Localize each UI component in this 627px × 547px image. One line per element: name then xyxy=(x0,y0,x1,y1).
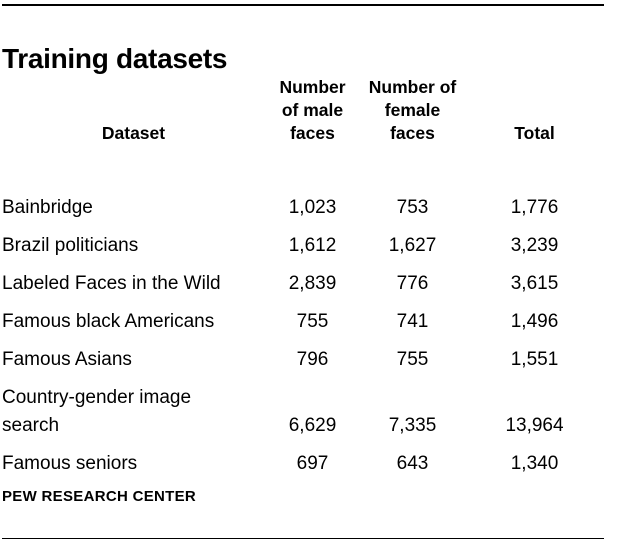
header-row: Dataset Number of male faces Number of f… xyxy=(2,76,604,189)
column-header-female-faces: Number of female faces xyxy=(368,77,457,143)
column-header-male-faces: Number of male faces xyxy=(279,77,346,143)
total-cell: 1,496 xyxy=(510,311,559,332)
female-faces-cell: 776 xyxy=(396,273,429,294)
table-row: Bainbridge 1,023 753 1,776 xyxy=(2,189,604,227)
dataset-name-cell: Bainbridge xyxy=(2,197,93,218)
total-cell: 1,340 xyxy=(510,453,559,474)
dataset-name-cell: Famous black Americans xyxy=(2,311,215,332)
bottom-rule xyxy=(2,538,604,539)
male-faces-cell: 755 xyxy=(296,311,329,332)
total-cell: 1,776 xyxy=(510,197,559,218)
total-cell: 3,239 xyxy=(510,235,559,256)
female-faces-cell: 1,627 xyxy=(388,235,437,256)
table-row: Famous Asians 796 755 1,551 xyxy=(2,341,604,379)
table-row: Famous black Americans 755 741 1,496 xyxy=(2,303,604,341)
column-header-total: Total xyxy=(514,123,555,143)
table-row: Famous seniors 697 643 1,340 xyxy=(2,445,604,483)
total-cell: 13,964 xyxy=(505,415,564,436)
table-row: Country-gender image search 6,629 7,335 … xyxy=(2,379,604,445)
dataset-name-cell: Country-gender image search xyxy=(2,387,192,436)
male-faces-cell: 796 xyxy=(296,349,329,370)
male-faces-cell: 2,839 xyxy=(288,273,337,294)
table-header: Dataset Number of male faces Number of f… xyxy=(2,76,604,189)
table-body: Bainbridge 1,023 753 1,776 Brazil politi… xyxy=(2,189,604,483)
male-faces-cell: 1,023 xyxy=(288,197,337,218)
total-cell: 3,615 xyxy=(510,273,559,294)
training-datasets-table: Dataset Number of male faces Number of f… xyxy=(2,76,604,483)
table-row: Labeled Faces in the Wild 2,839 776 3,61… xyxy=(2,265,604,303)
total-cell: 1,551 xyxy=(510,349,559,370)
female-faces-cell: 741 xyxy=(396,311,429,332)
top-rule xyxy=(2,4,604,6)
female-faces-cell: 643 xyxy=(396,453,429,474)
dataset-name-cell: Famous Asians xyxy=(2,349,132,370)
female-faces-cell: 753 xyxy=(396,197,429,218)
female-faces-cell: 7,335 xyxy=(388,415,437,436)
male-faces-cell: 6,629 xyxy=(288,415,337,436)
male-faces-cell: 1,612 xyxy=(288,235,337,256)
male-faces-cell: 697 xyxy=(296,453,329,474)
dataset-name-cell: Famous seniors xyxy=(2,453,138,474)
dataset-name-cell: Labeled Faces in the Wild xyxy=(2,273,221,294)
dataset-name-cell: Brazil politicians xyxy=(2,235,139,256)
table-row: Brazil politicians 1,612 1,627 3,239 xyxy=(2,227,604,265)
female-faces-cell: 755 xyxy=(396,349,429,370)
source-label: PEW RESEARCH CENTER xyxy=(2,488,197,505)
column-header-dataset: Dataset xyxy=(101,123,166,143)
page-title: Training datasets xyxy=(2,42,228,74)
